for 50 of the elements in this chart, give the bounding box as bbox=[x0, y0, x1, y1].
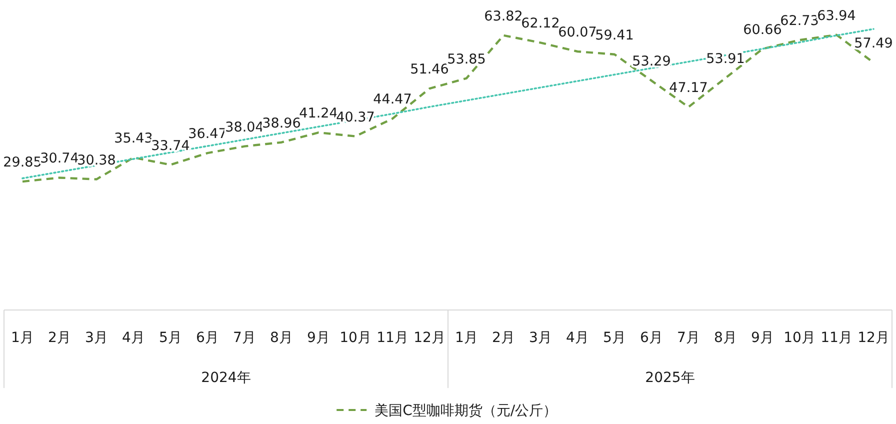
data-label: 41.24 bbox=[299, 106, 338, 122]
x-tick-label: 12月 bbox=[414, 330, 446, 346]
x-tick-label: 7月 bbox=[677, 330, 700, 346]
data-label: 40.37 bbox=[336, 109, 375, 126]
data-label: 30.74 bbox=[40, 150, 79, 167]
x-tick-label: 2月 bbox=[492, 330, 515, 346]
data-label: 60.66 bbox=[743, 22, 782, 38]
x-tick-label: 3月 bbox=[529, 330, 552, 346]
x-tick-label: 7月 bbox=[233, 330, 256, 346]
data-label: 30.38 bbox=[77, 152, 116, 168]
x-tick-label: 4月 bbox=[122, 330, 145, 346]
x-tick-label: 6月 bbox=[196, 330, 219, 346]
data-label: 51.46 bbox=[410, 62, 449, 78]
x-tick-label: 10月 bbox=[340, 330, 372, 346]
x-tick-label: 1月 bbox=[11, 330, 34, 346]
x-tick-label: 4月 bbox=[566, 330, 589, 346]
x-tick-label: 9月 bbox=[751, 330, 774, 346]
data-label: 62.12 bbox=[521, 16, 560, 32]
x-tick-label: 11月 bbox=[820, 330, 852, 346]
data-label: 63.82 bbox=[484, 8, 523, 24]
data-label: 57.49 bbox=[854, 36, 893, 52]
data-label: 53.29 bbox=[632, 54, 671, 70]
x-tick-label: 3月 bbox=[85, 330, 108, 346]
x-tick-label: 10月 bbox=[784, 330, 816, 346]
data-label: 59.41 bbox=[595, 27, 634, 44]
data-label: 33.74 bbox=[151, 138, 190, 154]
data-label: 60.07 bbox=[558, 24, 597, 41]
data-label: 63.94 bbox=[817, 8, 856, 24]
data-label: 36.47 bbox=[188, 126, 227, 142]
x-tick-label: 8月 bbox=[270, 330, 293, 346]
x-tick-label: 5月 bbox=[603, 330, 626, 346]
x-tick-label: 12月 bbox=[858, 330, 890, 346]
legend-label: 美国C型咖啡期货（元/公斤） bbox=[374, 403, 558, 419]
data-label: 29.85 bbox=[3, 154, 42, 171]
data-label: 53.91 bbox=[706, 51, 745, 68]
data-label: 38.04 bbox=[225, 119, 264, 136]
data-label: 38.96 bbox=[262, 115, 301, 132]
x-tick-label: 9月 bbox=[307, 330, 330, 346]
data-label: 62.73 bbox=[780, 13, 819, 30]
x-tick-label: 6月 bbox=[640, 330, 663, 346]
x-tick-label: 11月 bbox=[376, 330, 408, 346]
data-label: 35.43 bbox=[114, 130, 153, 147]
data-label: 47.17 bbox=[669, 80, 708, 96]
data-label: 44.47 bbox=[373, 92, 412, 108]
text: 2025年 bbox=[645, 370, 695, 386]
x-tick-label: 8月 bbox=[714, 330, 737, 346]
x-tick-label: 5月 bbox=[159, 330, 182, 346]
x-tick-label: 2月 bbox=[48, 330, 71, 346]
x-tick-label: 1月 bbox=[455, 330, 478, 346]
text: 2024年 bbox=[201, 370, 251, 386]
